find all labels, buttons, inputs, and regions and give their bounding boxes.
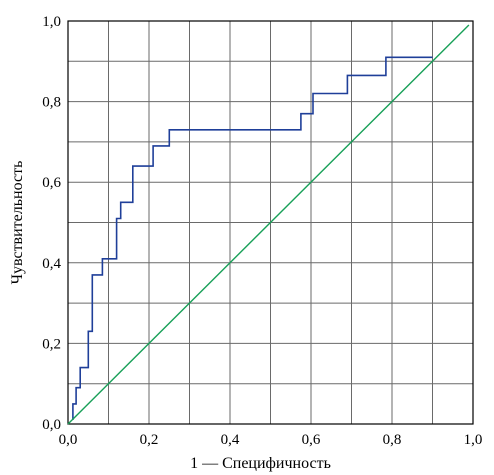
x-axis-ticks: 0,0 0,2 0,4 0,6 0,8 1,0: [59, 432, 483, 448]
plot-frame: [67, 20, 474, 425]
series-group: [67, 24, 470, 425]
x-axis-title: 1 — Специфичность: [190, 455, 331, 472]
y-tick-label: 0,8: [42, 95, 61, 111]
y-tick-label: 0,6: [42, 175, 61, 191]
x-tick-label: 0,2: [140, 432, 159, 448]
y-tick-label: 0,0: [42, 417, 61, 433]
y-tick-label: 0,2: [42, 336, 61, 352]
x-tick-label: 0,8: [383, 432, 402, 448]
y-tick-label: 0,4: [42, 256, 61, 272]
x-tick-label: 1,0: [464, 432, 483, 448]
x-tick-label: 0,4: [221, 432, 240, 448]
roc-curve-line: [72, 56, 433, 420]
reference-diagonal-line: [67, 24, 470, 425]
y-axis-ticks: 0,0 0,2 0,4 0,6 0,8 1,0: [42, 14, 61, 433]
x-tick-label: 0,6: [302, 432, 321, 448]
y-tick-label: 1,0: [42, 14, 61, 30]
x-tick-label: 0,0: [59, 432, 78, 448]
y-axis-title: Чувствительность: [9, 161, 26, 285]
